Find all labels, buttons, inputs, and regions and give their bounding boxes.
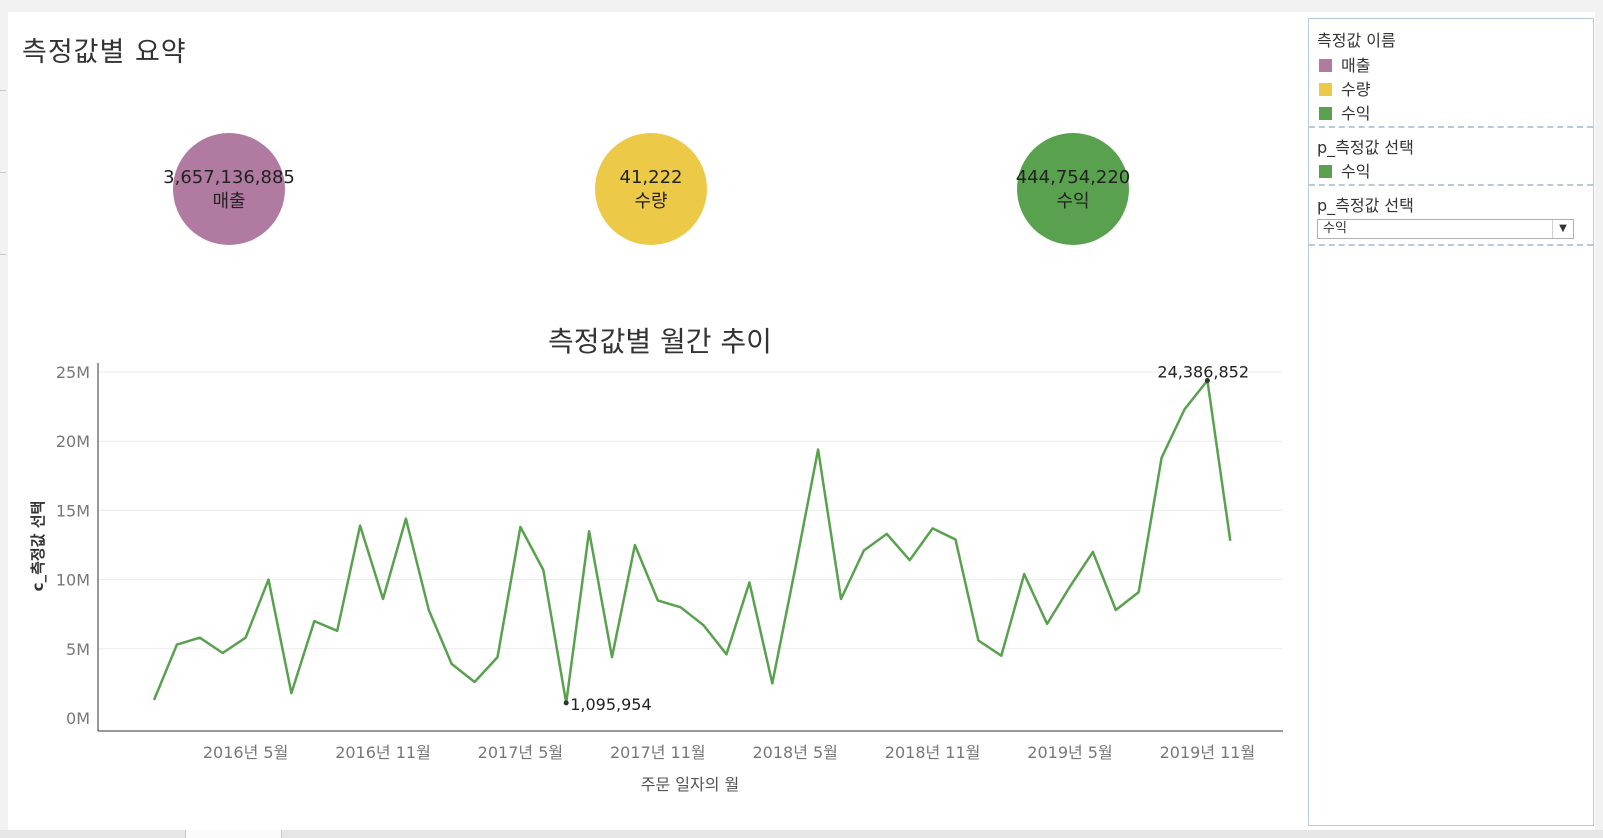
legend-item-profit[interactable]: 수익 [1319,100,1370,124]
legend-label-sales: 매출 [1341,56,1371,75]
kpi-text-sales: 3,657,136,885 매출 [119,166,339,214]
y-tick-label: 10M [56,571,90,590]
legend-divider [1309,244,1593,246]
kpi-circle-profit[interactable] [1017,133,1129,245]
param-select-value: 수익 [1323,221,1347,236]
x-tick-label: 2019년 11월 [1160,743,1256,762]
swatch-quantity [1319,83,1332,96]
y-tick-label: 15M [56,501,90,520]
swatch-param-profit [1319,165,1332,178]
annotation-marker [1204,377,1210,383]
swatch-sales [1319,59,1332,72]
ruler-tick [0,172,6,173]
param-select-title: p_측정값 선택 [1317,196,1414,215]
y-tick-label: 20M [56,432,90,451]
x-tick-label: 2017년 11월 [610,743,706,762]
sheet-tab-bar [0,830,1603,838]
kpi-label-profit: 수익 [1056,191,1090,212]
y-tick-label: 5M [66,640,90,659]
legend-param-color-item[interactable]: 수익 [1319,158,1370,182]
legend-panel: 측정값 이름 매출 수량 수익 p_측정값 선택 수익 p_측정값 선택 수익 … [1308,18,1594,826]
legend-divider [1309,126,1593,128]
series-line [152,379,1232,705]
kpi-value-profit: 444,754,220 [1015,167,1131,188]
kpi-text-profit: 444,754,220 수익 [963,166,1183,214]
x-tick-label: 2016년 5월 [203,743,288,762]
kpi-value-quantity: 41,222 [619,167,683,188]
legend-label-profit: 수익 [1341,104,1371,123]
chevron-down-icon[interactable]: ▼ [1552,220,1573,238]
legend-divider [1309,184,1593,186]
kpi-value-sales: 3,657,136,885 [163,167,295,188]
x-tick-label: 2018년 5월 [752,743,837,762]
legend-label-quantity: 수량 [1341,80,1371,99]
kpi-text-quantity: 41,222 수량 [541,166,761,214]
y-axis-title: c_측정값 선택 [29,501,47,592]
kpi-label-sales: 매출 [212,191,246,212]
y-tick-label: 25M [56,363,90,382]
line-chart[interactable]: 0M 5M 10M 15M 20M 25M 2016년 5월 2016년 11월 2017년 5… [0,0,1300,830]
legend-param-color-title: p_측정값 선택 [1317,138,1414,157]
kpi-circle-sales[interactable] [173,133,285,245]
kpi-circle-quantity[interactable] [595,133,707,245]
ruler-tick [0,254,6,255]
sheet-tab[interactable] [185,830,282,838]
chart-title: 측정값별 월간 추이 [548,325,772,358]
x-tick-label: 2016년 11월 [335,743,431,762]
y-tick-label: 0M [66,709,90,728]
x-tick-label: 2017년 5월 [478,743,563,762]
kpi-label-quantity: 수량 [634,191,668,212]
legend-param-color-label: 수익 [1341,162,1371,181]
legend-item-sales[interactable]: 매출 [1319,52,1370,76]
x-axis-title: 주문 일자의 월 [641,775,740,794]
data-label: 1,095,954 [570,695,651,714]
param-select-dropdown[interactable]: 수익 ▼ [1317,219,1574,239]
left-edge [0,0,8,838]
x-tick-label: 2019년 5월 [1027,743,1112,762]
legend-item-quantity[interactable]: 수량 [1319,76,1370,100]
data-label: 24,386,852 [1157,362,1249,381]
ruler-tick [0,90,6,91]
dashboard-title: 측정값별 요약 [22,37,187,68]
annotation-marker [563,700,569,706]
x-tick-label: 2018년 11월 [885,743,981,762]
swatch-profit [1319,107,1332,120]
legend-measure-names-title: 측정값 이름 [1317,31,1396,50]
